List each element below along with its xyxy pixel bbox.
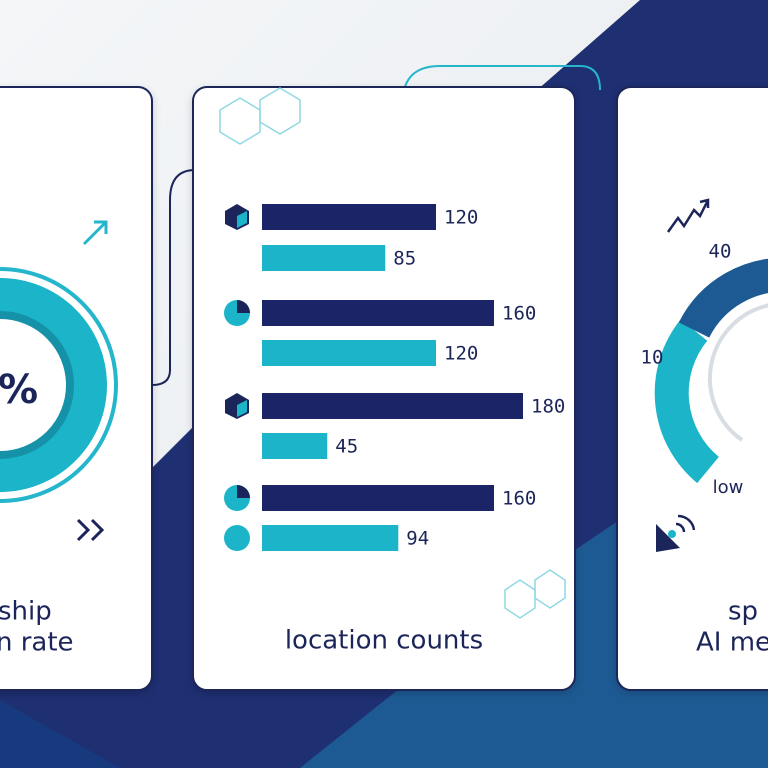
ring-inner [0,311,74,459]
trend-icon [82,220,108,246]
decor-line [403,65,601,91]
value-label: 160 [502,488,536,510]
category-icon [224,525,250,551]
bar [262,433,328,459]
bar [262,525,399,551]
bar [262,485,494,511]
bar [262,300,494,326]
bar [262,204,436,230]
category-icon-slice [237,300,250,313]
value-label: 120 [444,207,478,229]
ring [0,278,107,492]
value-label: 180 [531,396,565,418]
bar [262,340,436,366]
value-label: 45 [335,436,358,458]
card [616,86,768,691]
category-icon-face [237,400,247,417]
chevron-icon [76,518,105,542]
gauge-level: low [713,477,744,498]
signal-icon [656,524,680,552]
value-fragment: % [0,367,38,413]
bar-chart: 120 160 180 160 85 120 45 94 [224,204,565,551]
trend-icon [666,198,710,233]
chart-title: location counts [285,626,483,656]
value-label: 94 [406,528,429,550]
value-label: 160 [502,303,536,325]
caption: AI me [696,628,768,658]
background-corner [0,700,120,768]
gauge-label: 10 [641,347,664,369]
ring-outer [0,267,118,503]
signal-dot [668,530,676,538]
signal-waves [675,514,696,533]
card [192,86,576,691]
gauge-arc [654,319,720,484]
caption: ship [0,597,52,627]
hex-decor [219,87,566,619]
category-icon-face [237,211,247,228]
gauge-arc [678,258,768,339]
value-label: 120 [444,343,478,365]
gauge-label: 40 [709,241,732,263]
value-label: 85 [393,248,416,270]
decor-line [151,169,196,386]
gauge-track [707,303,768,442]
bar [262,245,386,271]
category-icon-slice [237,485,250,498]
bar [262,393,523,419]
caption: n rate [0,628,74,658]
caption: sp [728,597,758,627]
